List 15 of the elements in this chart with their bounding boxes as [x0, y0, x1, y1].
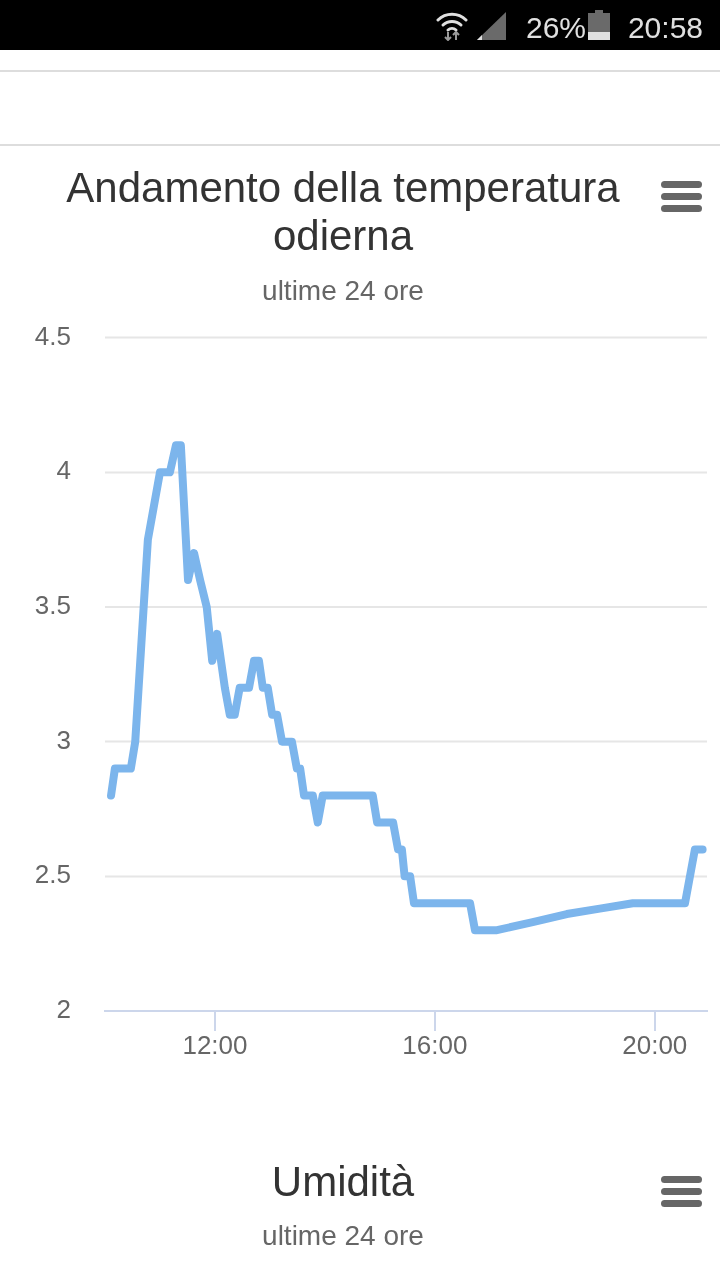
text: 20:58 — [627, 11, 703, 44]
x-tick-label: 20:00 — [622, 1029, 688, 1060]
y-tick-label: 4 — [56, 455, 71, 486]
y-tick-label: 3.5 — [34, 590, 71, 621]
y-tick-label: 4.5 — [34, 320, 71, 351]
text: Umidità — [270, 1158, 416, 1206]
chart-title: Andamento della temperatura odierna — [65, 164, 621, 260]
x-tick-label: 16:00 — [402, 1029, 468, 1060]
text: 26% — [526, 11, 587, 44]
y-tick-label: 2.5 — [34, 859, 71, 890]
chart-subtitle: ultime 24 ore — [261, 275, 425, 307]
x-tick-label: 12:00 — [182, 1029, 248, 1060]
y-tick-label: 2 — [56, 994, 71, 1025]
text: ultime 24 ore — [261, 1220, 425, 1252]
y-tick-label: 3 — [56, 724, 71, 755]
